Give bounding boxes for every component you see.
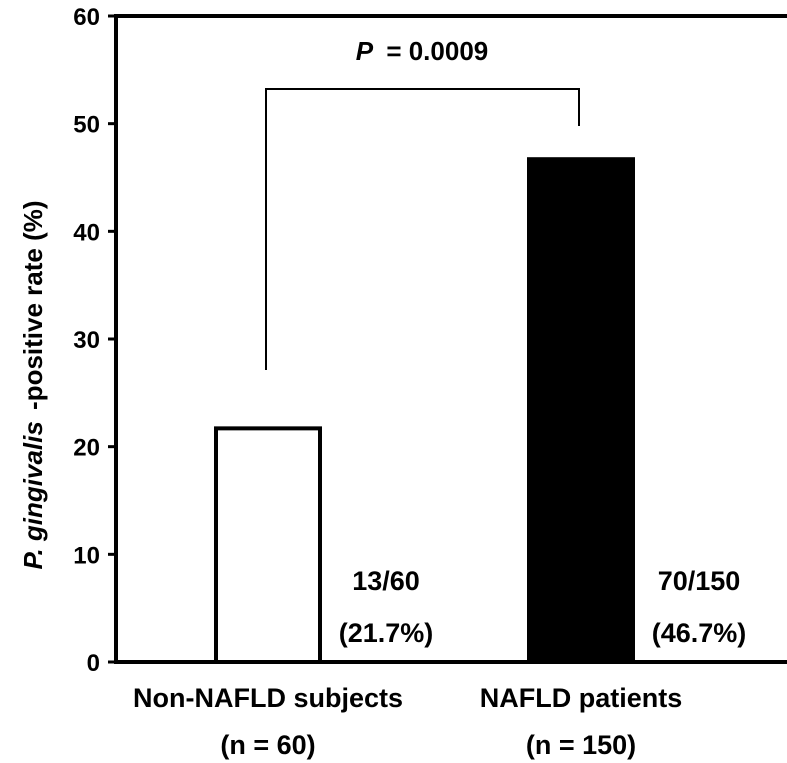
y-axis-label-rest: -positive rate (%) <box>18 200 48 410</box>
y-tick-label-0: 0 <box>87 650 100 677</box>
y-tick-label-20: 20 <box>73 435 100 462</box>
x-category-label-1: NAFLD patients <box>480 683 683 713</box>
p-value-symbol: P <box>356 36 374 66</box>
bar-annotation-count-0: 13/60 <box>352 566 420 596</box>
y-tick-label-40: 40 <box>73 219 100 246</box>
y-tick-label-10: 10 <box>73 542 100 569</box>
y-tick-label-30: 30 <box>73 327 100 354</box>
bar-annotation-count-1: 70/150 <box>658 566 741 596</box>
p-value-text: = 0.0009 <box>386 36 488 66</box>
x-category-sublabel-1: (n = 150) <box>526 730 636 760</box>
x-category-label-0: Non-NAFLD subjects <box>133 683 403 713</box>
bar-annotation-percent-0: (21.7%) <box>339 618 434 648</box>
y-axis-label-italic: P. gingivalis <box>18 421 48 569</box>
bars <box>214 157 635 665</box>
p-value-label: P = 0.0009 <box>356 36 489 66</box>
significance-bracket <box>265 88 580 370</box>
y-tick-label-60: 60 <box>73 4 100 31</box>
bar-0 <box>214 426 322 665</box>
x-category-sublabel-0: (n = 60) <box>220 730 315 760</box>
labels: 13/60 (21.7%) Non-NAFLD subjects (n = 60) 70… <box>133 88 747 760</box>
y-axis-label: P. gingivalis -positive rate (%) <box>18 200 48 569</box>
bar-annotation-percent-1: (46.7%) <box>652 618 747 648</box>
y-tick-label-50: 50 <box>73 112 100 139</box>
bar-1 <box>527 157 635 665</box>
